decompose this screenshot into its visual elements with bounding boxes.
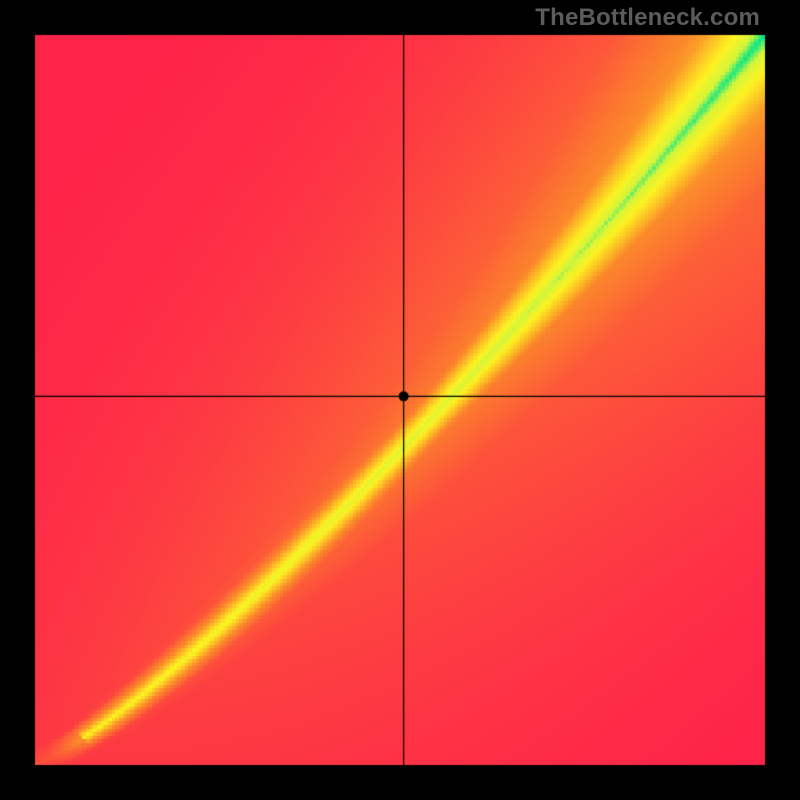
watermark-text: TheBottleneck.com bbox=[535, 4, 760, 32]
chart-container: TheBottleneck.com bbox=[0, 0, 800, 800]
heatmap-canvas bbox=[0, 0, 800, 800]
